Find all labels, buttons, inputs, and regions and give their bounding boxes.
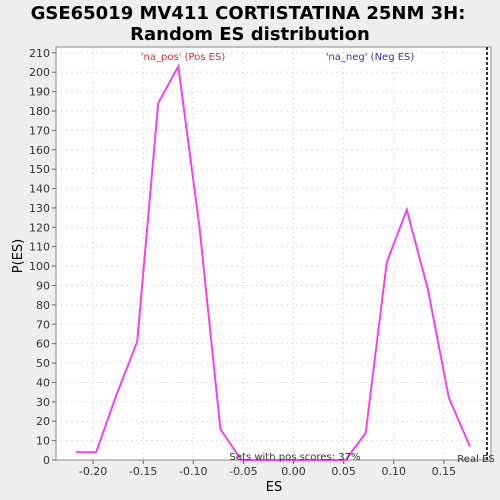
y-tick-label: 10 bbox=[36, 435, 50, 448]
y-tick-label: 210 bbox=[29, 47, 50, 60]
y-tick-label: 140 bbox=[29, 183, 50, 196]
grid-lines bbox=[56, 47, 491, 461]
y-tick-label: 60 bbox=[36, 338, 50, 351]
y-tick-label: 190 bbox=[29, 86, 50, 99]
x-tick-label: -0.05 bbox=[229, 465, 257, 478]
y-tick-label: 160 bbox=[29, 144, 50, 157]
y-tick-label: 100 bbox=[29, 260, 50, 273]
y-tick-label: 30 bbox=[36, 396, 50, 409]
x-tick-label: -0.20 bbox=[79, 465, 107, 478]
y-tick-label: 150 bbox=[29, 163, 50, 176]
y-axis-label: P(ES) bbox=[11, 239, 26, 273]
y-tick-label: 20 bbox=[36, 415, 50, 428]
y-tick-label: 0 bbox=[43, 454, 50, 467]
plot-area bbox=[56, 47, 491, 460]
y-tick-label: 90 bbox=[36, 279, 50, 292]
neg-es-label: 'na_neg' (Neg ES) bbox=[326, 52, 415, 63]
y-axis-ticks: 0 10 20 30 40 50 60 70 80 90 100 110 120 130 140 150 160… bbox=[29, 47, 56, 467]
y-tick-label: 120 bbox=[29, 221, 50, 234]
x-tick-label: 0.00 bbox=[281, 465, 306, 478]
y-tick-label: 50 bbox=[36, 357, 50, 370]
x-tick-label: -0.15 bbox=[129, 465, 157, 478]
x-tick-label: 0.15 bbox=[432, 465, 457, 478]
y-tick-label: 110 bbox=[29, 241, 50, 254]
y-tick-label: 40 bbox=[36, 376, 50, 389]
x-axis-label: ES bbox=[266, 480, 282, 495]
y-tick-label: 130 bbox=[29, 202, 50, 215]
y-tick-label: 80 bbox=[36, 299, 50, 312]
x-axis-ticks: -0.20 -0.15 -0.10 -0.05 0.00 0.05 0.10 0.15 bbox=[79, 460, 456, 478]
y-tick-label: 70 bbox=[36, 318, 50, 331]
real-es-label: Real ES bbox=[457, 454, 494, 465]
y-tick-label: 170 bbox=[29, 124, 50, 137]
y-tick-label: 180 bbox=[29, 105, 50, 118]
x-tick-label: 0.10 bbox=[382, 465, 407, 478]
x-tick-label: 0.05 bbox=[331, 465, 356, 478]
x-tick-label: -0.10 bbox=[179, 465, 207, 478]
es-distribution-line bbox=[76, 63, 471, 461]
sets-with-pos-scores-note: Sets with pos scores: 37% bbox=[230, 452, 361, 463]
pos-es-label: 'na_pos' (Pos ES) bbox=[141, 52, 226, 63]
y-tick-label: 200 bbox=[29, 66, 50, 79]
chart-title-line-1: GSE65019 MV411 CORTISTATINA 25NM 3H: bbox=[31, 3, 466, 24]
chart-title-line-2: Random ES distribution bbox=[130, 24, 370, 45]
